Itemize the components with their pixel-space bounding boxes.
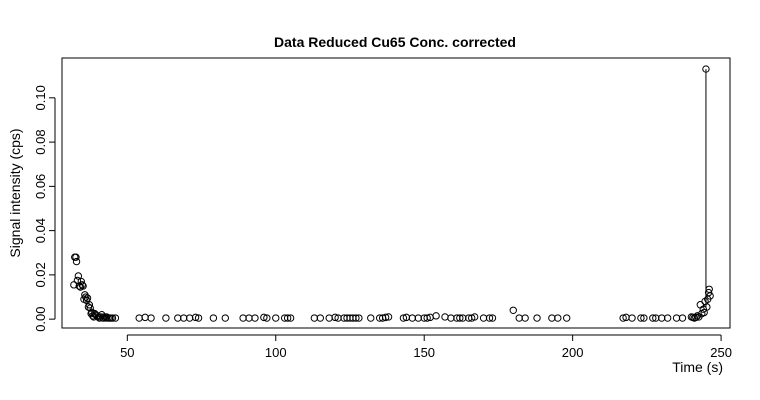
data-point (272, 314, 280, 322)
x-tick-label: 100 (265, 345, 287, 360)
data-point (77, 277, 85, 286)
data-point (85, 301, 94, 309)
data-point (78, 281, 86, 289)
y-tick-label: 0.10 (33, 85, 48, 110)
data-point (485, 314, 494, 322)
x-tick-label: 150 (413, 345, 435, 360)
data-point (640, 314, 648, 322)
data-point (521, 314, 529, 322)
data-point (141, 313, 149, 322)
data-point (286, 314, 295, 322)
data-point (423, 314, 431, 322)
data-point (367, 314, 375, 322)
y-tick-label: 0.04 (33, 218, 48, 243)
data-point (692, 313, 700, 322)
data-point (108, 314, 117, 322)
y-axis-label: Signal intensity (cps) (7, 128, 23, 257)
data-point (147, 314, 155, 322)
data-point (678, 314, 687, 322)
data-point (637, 314, 645, 322)
data-point (209, 314, 218, 322)
axes: 50 100 150 200 250 0.00 0.02 0.04 0.06 0.08 0.10 (33, 85, 732, 360)
data-point (509, 306, 517, 314)
y-tick-label: 0.06 (33, 174, 48, 199)
data-point (316, 314, 324, 322)
data-point (100, 313, 108, 321)
data-point (693, 312, 702, 320)
data-point (352, 314, 360, 322)
x-tick-label: 250 (710, 345, 732, 360)
data-point (83, 294, 92, 302)
data-point (111, 314, 120, 322)
data-point (135, 314, 143, 322)
plot-frame (61, 57, 731, 329)
chart-title: Data Reduced Cu65 Conc. corrected (274, 34, 516, 50)
data-point (72, 253, 80, 261)
data-point (619, 314, 627, 322)
data-point (706, 292, 714, 300)
data-point (355, 314, 363, 322)
data-point (79, 282, 87, 290)
y-tick-label: 0.02 (33, 262, 48, 287)
data-point (649, 314, 657, 322)
data-point (251, 314, 259, 322)
data-point (704, 288, 713, 297)
data-point (101, 314, 110, 322)
x-tick-label: 50 (120, 345, 134, 360)
data-point (702, 65, 710, 73)
data-points (70, 65, 714, 322)
data-point (441, 313, 449, 321)
data-point (703, 303, 711, 311)
data-point (381, 313, 390, 322)
data-point (663, 314, 672, 322)
data-point (82, 293, 90, 301)
data-point (260, 313, 268, 322)
data-point (456, 314, 464, 322)
data-point (263, 314, 271, 322)
data-point (399, 314, 408, 322)
data-point (86, 304, 94, 312)
data-point (563, 314, 571, 322)
data-point (384, 313, 393, 321)
data-point (432, 312, 440, 320)
data-point (628, 314, 636, 322)
data-point (283, 314, 292, 322)
data-point (470, 313, 479, 321)
y-tick-label: 0.08 (33, 129, 48, 154)
data-point (162, 314, 170, 322)
data-point (488, 314, 497, 322)
data-point (74, 272, 83, 280)
x-tick-label: 200 (562, 345, 584, 360)
data-point (533, 314, 541, 322)
data-point (72, 257, 81, 266)
data-point (221, 314, 229, 322)
data-point (331, 313, 339, 322)
data-point (194, 314, 203, 322)
y-tick-label: 0.00 (33, 306, 48, 331)
data-point (191, 313, 200, 322)
data-point (325, 314, 333, 322)
data-point (554, 314, 562, 322)
data-point (70, 281, 78, 289)
x-axis-label: Time (s) (672, 359, 723, 375)
